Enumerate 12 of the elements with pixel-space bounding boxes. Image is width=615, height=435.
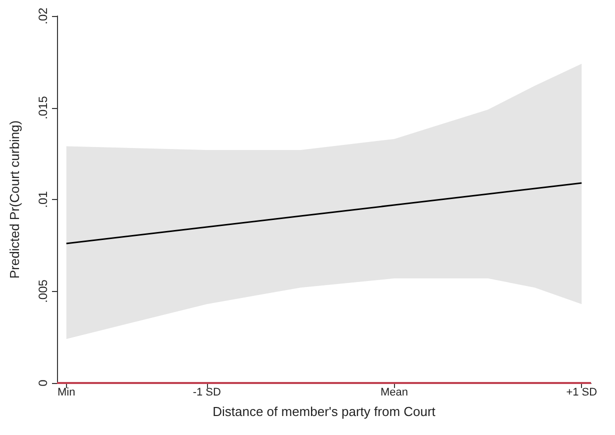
x-tick-label: +1 SD bbox=[566, 386, 598, 398]
y-tick-label: .015 bbox=[36, 96, 50, 120]
y-tick-label: .02 bbox=[36, 7, 50, 24]
x-tick-label: Min bbox=[58, 386, 76, 398]
x-tick-label: Mean bbox=[380, 386, 408, 398]
x-tick-label: -1 SD bbox=[192, 386, 222, 398]
y-tick-label: 0 bbox=[36, 379, 50, 386]
y-tick-label: .01 bbox=[36, 190, 50, 208]
line-series bbox=[66, 182, 582, 244]
y-tick-label: .005 bbox=[36, 279, 50, 303]
x-axis-title: Distance of member's party from Court bbox=[212, 404, 436, 419]
y-axis-title: Predicted Pr(Court curbing) bbox=[7, 120, 22, 279]
